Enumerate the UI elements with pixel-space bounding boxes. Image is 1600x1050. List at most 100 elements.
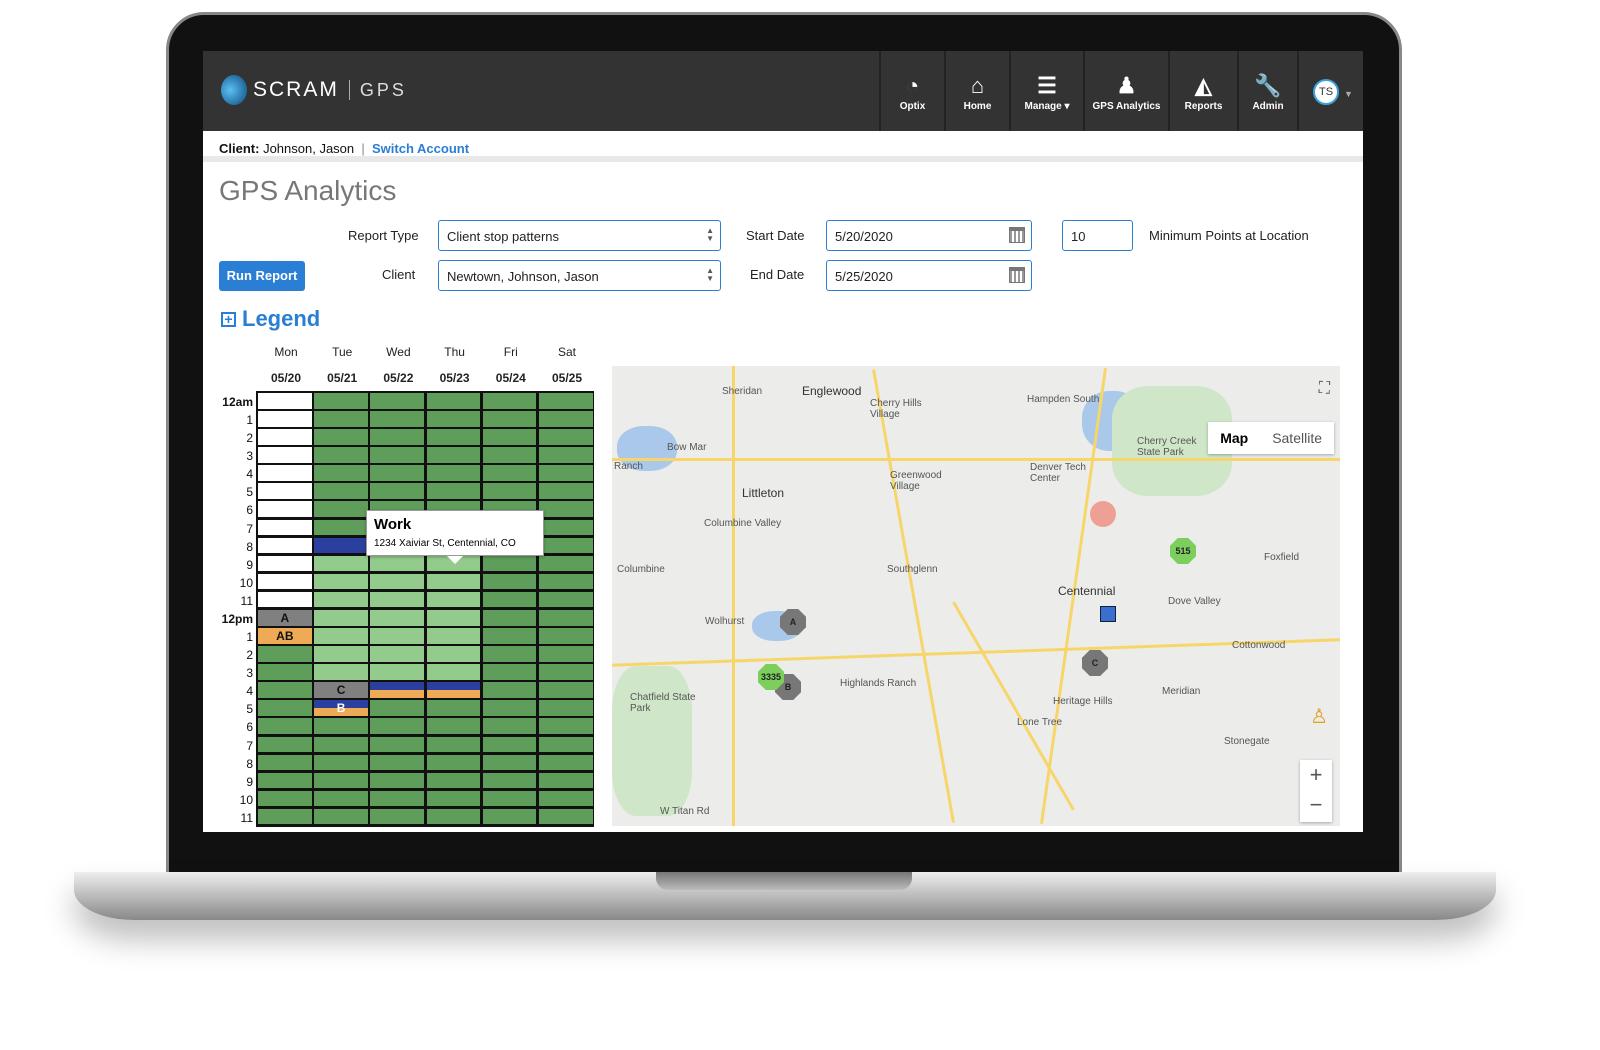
schedule-cell[interactable] [539,682,593,698]
schedule-cell[interactable] [258,537,312,554]
schedule-cell[interactable] [482,736,537,753]
schedule-cell[interactable] [370,718,425,735]
schedule-cell[interactable] [482,754,537,771]
schedule-cell[interactable] [426,609,481,626]
schedule-cell[interactable] [370,790,425,807]
schedule-cell[interactable] [370,609,425,626]
schedule-cell[interactable] [370,465,425,481]
heat-marker[interactable] [1090,501,1116,527]
schedule-cell[interactable] [314,537,368,554]
schedule-cell[interactable] [539,501,593,518]
schedule-cell[interactable] [539,483,593,499]
schedule-cell[interactable] [314,429,368,445]
schedule-cell[interactable] [482,465,537,481]
stop-marker[interactable]: A [780,609,806,635]
schedule-cell[interactable] [539,609,593,626]
end-date-input[interactable]: 5/25/2020 [826,260,1032,291]
schedule-cell[interactable] [426,429,481,445]
schedule-cell[interactable] [482,646,537,662]
schedule-cell[interactable] [426,646,481,662]
schedule-cell[interactable] [258,754,312,771]
schedule-cell[interactable] [426,573,481,590]
schedule-cell[interactable] [314,772,368,789]
schedule-cell[interactable] [370,754,425,771]
schedule-cell[interactable] [426,772,481,789]
schedule-cell[interactable] [314,628,368,644]
schedule-cell[interactable] [426,790,481,807]
schedule-cell[interactable] [258,447,312,463]
chevron-down-icon[interactable]: ▼ [1344,89,1353,99]
schedule-cell[interactable] [314,501,368,518]
schedule-cell[interactable] [258,646,312,662]
nav-home[interactable]: ⌂ Home [944,51,1009,131]
run-report-button[interactable]: Run Report [219,261,305,291]
schedule-cell[interactable] [482,808,537,825]
nav-admin[interactable]: 🔧 Admin [1237,51,1297,131]
schedule-cell[interactable] [539,772,593,789]
schedule-cell[interactable] [426,718,481,735]
schedule-cell[interactable] [370,483,425,499]
schedule-cell[interactable] [482,628,537,644]
schedule-cell[interactable] [539,447,593,463]
schedule-cell[interactable] [370,700,425,716]
nav-optix[interactable]: ◔ Optix [879,51,944,131]
location-pin-icon[interactable] [1100,606,1116,622]
schedule-cell[interactable] [539,754,593,771]
nav-reports[interactable]: ◭ Reports [1168,51,1237,131]
schedule-cell[interactable] [370,772,425,789]
schedule-cell[interactable] [314,519,368,536]
schedule-cell[interactable] [539,573,593,590]
schedule-cell[interactable] [426,682,481,698]
schedule-cell[interactable] [370,628,425,644]
schedule-cell[interactable] [426,736,481,753]
schedule-cell[interactable] [258,429,312,445]
schedule-cell[interactable] [258,736,312,753]
nav-manage[interactable]: ☰ Manage ▾ [1009,51,1083,131]
schedule-cell[interactable] [258,790,312,807]
schedule-cell[interactable] [314,664,368,680]
stop-marker[interactable]: 515 [1170,538,1196,564]
schedule-cell[interactable] [539,429,593,445]
map-type-satellite[interactable]: Satellite [1272,430,1322,446]
schedule-cell[interactable] [314,465,368,481]
schedule-cell[interactable] [258,555,312,572]
schedule-cell[interactable] [258,393,312,409]
schedule-cell[interactable] [314,808,368,825]
schedule-cell[interactable] [539,808,593,825]
schedule-cell[interactable] [426,465,481,481]
schedule-cell[interactable] [258,682,312,698]
start-date-input[interactable]: 5/20/2020 [826,220,1032,251]
schedule-cell[interactable] [314,718,368,735]
legend-toggle[interactable]: + Legend [221,306,320,332]
schedule-cell[interactable] [539,393,593,409]
zoom-out-button[interactable]: − [1309,792,1323,817]
schedule-cell[interactable] [426,393,481,409]
schedule-cell[interactable] [426,591,481,608]
schedule-cell[interactable] [258,591,312,608]
schedule-cell[interactable] [370,736,425,753]
map-view[interactable]: Map Satellite ⛶ ♙ + − Sheridan Englewood Che… [612,366,1340,826]
schedule-cell[interactable] [482,664,537,680]
nav-gps-analytics[interactable]: ♟ GPS Analytics [1083,51,1168,131]
schedule-cell[interactable] [539,465,593,481]
schedule-cell[interactable] [314,447,368,463]
schedule-cell[interactable]: AB [258,628,312,644]
schedule-cell[interactable] [426,411,481,427]
schedule-cell[interactable] [314,411,368,427]
schedule-cell[interactable] [314,393,368,409]
schedule-cell[interactable] [482,772,537,789]
schedule-cell[interactable] [370,393,425,409]
schedule-cell[interactable] [426,754,481,771]
schedule-cell[interactable] [426,808,481,825]
schedule-cell[interactable] [370,411,425,427]
schedule-cell[interactable] [370,555,425,572]
schedule-cell[interactable] [482,447,537,463]
schedule-cell[interactable] [370,573,425,590]
schedule-cell[interactable] [539,555,593,572]
schedule-cell[interactable] [314,736,368,753]
schedule-cell[interactable] [482,718,537,735]
schedule-cell[interactable] [370,808,425,825]
schedule-cell[interactable] [258,465,312,481]
street-view-pegman-icon[interactable]: ♙ [1310,706,1328,728]
report-type-select[interactable]: Client stop patterns ▲ ▼ [438,220,721,251]
